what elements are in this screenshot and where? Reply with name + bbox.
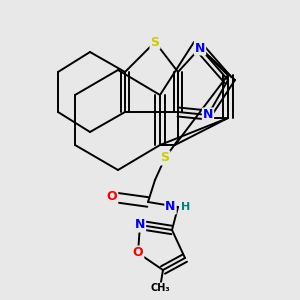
Text: H: H: [181, 202, 190, 212]
Text: N: N: [135, 218, 145, 232]
Text: N: N: [195, 41, 205, 55]
Text: O: O: [107, 190, 117, 203]
Text: N: N: [165, 200, 176, 214]
Text: S: S: [151, 35, 160, 49]
Text: S: S: [160, 152, 169, 164]
Text: O: O: [133, 247, 143, 260]
Text: N: N: [203, 109, 213, 122]
Text: CH₃: CH₃: [150, 283, 170, 293]
